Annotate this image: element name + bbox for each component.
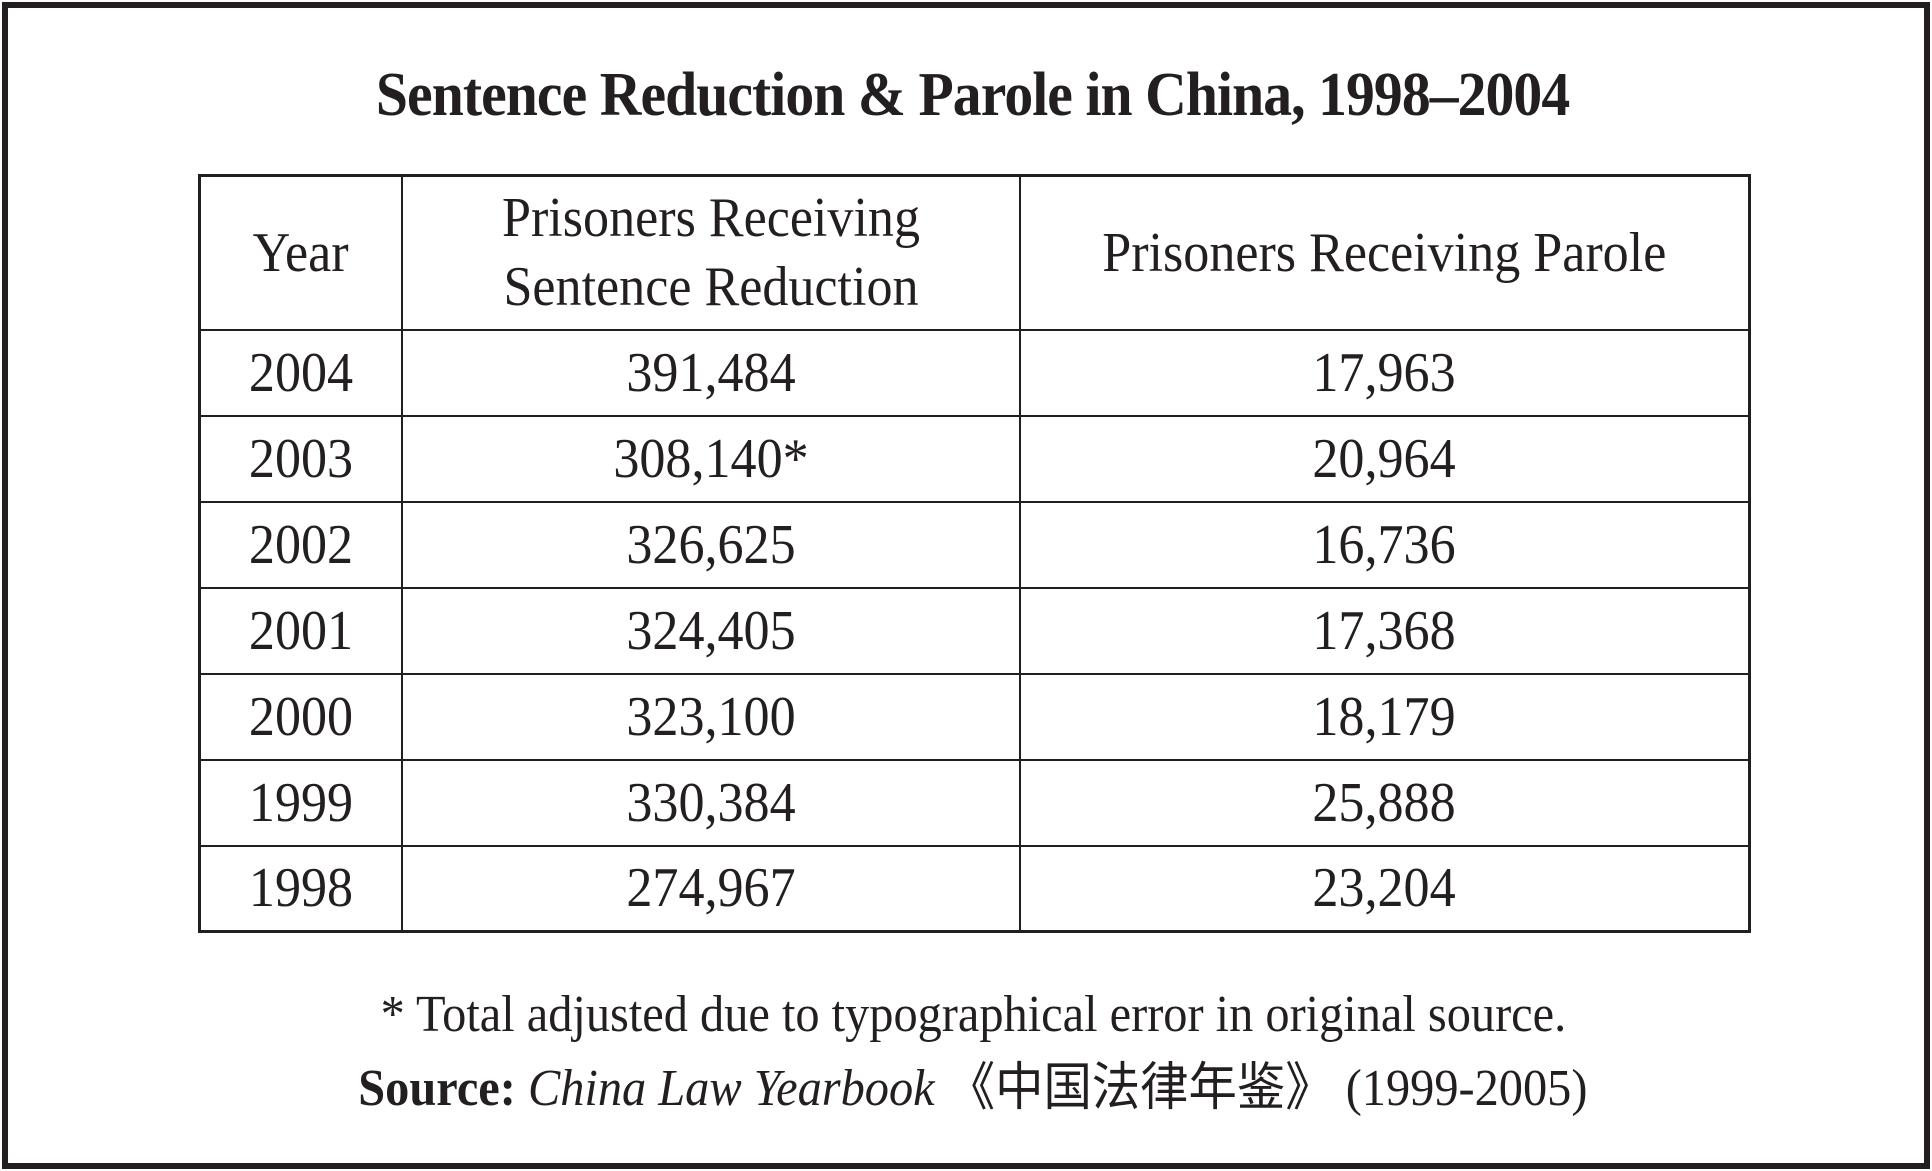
parole-cell: 18,179 xyxy=(1018,672,1751,761)
reduction-value: 391,484 xyxy=(625,341,796,404)
header-cell-year: Year xyxy=(198,174,403,331)
parole-cell: 23,204 xyxy=(1018,844,1751,933)
year-cell: 2000 xyxy=(198,672,403,761)
header-year-label: Year xyxy=(252,221,349,284)
parole-value: 17,963 xyxy=(1312,341,1456,404)
reduction-value: 308,140* xyxy=(612,427,809,490)
reduction-cell: 308,140* xyxy=(400,414,1021,503)
reduction-value: 330,384 xyxy=(625,771,796,834)
source-publication-title: China Law Yearbook xyxy=(528,1060,935,1117)
year-value: 2001 xyxy=(248,599,353,662)
parole-cell: 20,964 xyxy=(1018,414,1751,503)
table-row-2003: 2003 308,140* 20,964 xyxy=(198,414,1751,503)
source-line: Source: China Law Yearbook 《中国法律年鉴》 (199… xyxy=(198,1060,1748,1117)
year-value: 2002 xyxy=(248,513,353,576)
table-header-row: Year Prisoners Receiving Sentence Reduct… xyxy=(198,174,1751,331)
year-value: 1999 xyxy=(248,771,353,834)
table-row-2001: 2001 324,405 17,368 xyxy=(198,586,1751,675)
header-parole-label: Prisoners Receiving Parole xyxy=(1102,221,1667,284)
table-row-1999: 1999 330,384 25,888 xyxy=(198,758,1751,847)
source-label: Source: xyxy=(358,1060,517,1117)
footnote-text: * Total adjusted due to typographical er… xyxy=(380,986,1566,1043)
parole-cell: 25,888 xyxy=(1018,758,1751,847)
year-cell: 1999 xyxy=(198,758,403,847)
parole-value: 17,368 xyxy=(1312,599,1456,662)
reduction-cell: 326,625 xyxy=(400,500,1021,589)
parole-cell: 17,368 xyxy=(1018,586,1751,675)
year-cell: 2004 xyxy=(198,328,403,417)
source-edition-years: (1999-2005) xyxy=(1345,1060,1588,1117)
year-value: 2003 xyxy=(248,427,353,490)
year-cell: 2002 xyxy=(198,500,403,589)
year-cell: 2003 xyxy=(198,414,403,503)
reduction-value: 324,405 xyxy=(625,599,796,662)
header-cell-parole: Prisoners Receiving Parole xyxy=(1018,174,1751,331)
header-cell-sentence-reduction: Prisoners Receiving Sentence Reduction xyxy=(400,174,1021,331)
page-title-text: Sentence Reduction & Parole in China, 19… xyxy=(376,61,1570,129)
parole-cell: 16,736 xyxy=(1018,500,1751,589)
source-publication-title-chinese: 《中国法律年鉴》 xyxy=(946,1060,1334,1117)
parole-value: 16,736 xyxy=(1312,513,1456,576)
data-table: Year Prisoners Receiving Sentence Reduct… xyxy=(198,174,1751,933)
reduction-cell: 274,967 xyxy=(400,844,1021,933)
year-value: 1998 xyxy=(248,857,353,920)
reduction-value: 323,100 xyxy=(625,685,796,748)
reduction-value: 274,967 xyxy=(625,857,796,920)
parole-value: 20,964 xyxy=(1312,427,1456,490)
table-row-1998: 1998 274,967 23,204 xyxy=(198,844,1751,933)
reduction-cell: 324,405 xyxy=(400,586,1021,675)
year-value: 2004 xyxy=(248,341,353,404)
year-value: 2000 xyxy=(248,685,353,748)
parole-cell: 17,963 xyxy=(1018,328,1751,417)
header-reduction-label-line1: Prisoners Receiving xyxy=(501,187,920,250)
reduction-cell: 330,384 xyxy=(400,758,1021,847)
parole-value: 23,204 xyxy=(1312,857,1456,920)
source-text: Source: China Law Yearbook 《中国法律年鉴》 (199… xyxy=(358,1060,1587,1117)
year-cell: 1998 xyxy=(198,844,403,933)
footnote: * Total adjusted due to typographical er… xyxy=(198,986,1748,1043)
table-row-2002: 2002 326,625 16,736 xyxy=(198,500,1751,589)
year-cell: 2001 xyxy=(198,586,403,675)
table-row-2000: 2000 323,100 18,179 xyxy=(198,672,1751,761)
reduction-cell: 391,484 xyxy=(400,328,1021,417)
page-title: Sentence Reduction & Parole in China, 19… xyxy=(198,64,1748,126)
reduction-cell: 323,100 xyxy=(400,672,1021,761)
parole-value: 25,888 xyxy=(1312,771,1456,834)
header-reduction-label-line2: Sentence Reduction xyxy=(502,255,919,318)
table-row-2004: 2004 391,484 17,963 xyxy=(198,328,1751,417)
reduction-value: 326,625 xyxy=(625,513,796,576)
parole-value: 18,179 xyxy=(1312,685,1456,748)
